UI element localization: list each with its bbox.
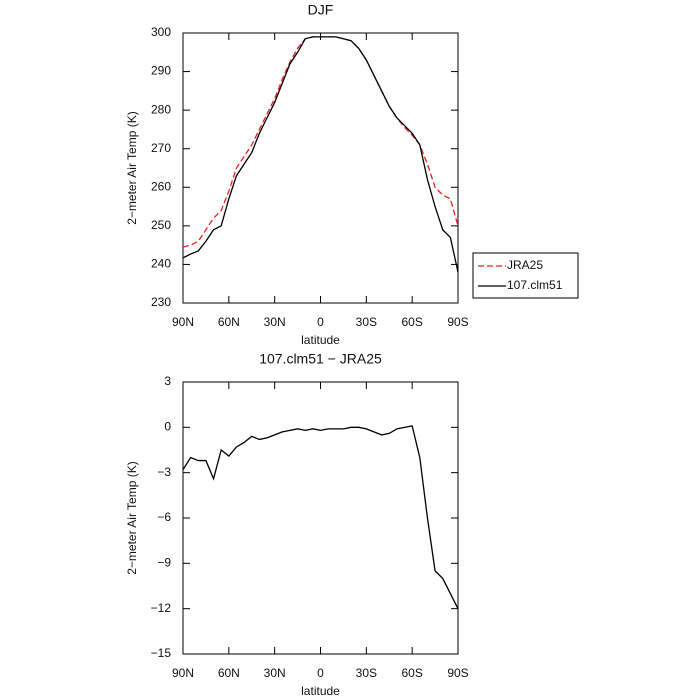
plot-frame [182,381,459,655]
plot-frame [182,32,459,304]
y-tick-label: 3 [164,374,171,388]
y-tick-label: −3 [157,465,171,479]
x-tick-label: 0 [317,666,324,680]
data-line [182,36,459,273]
y-tick-label: 280 [151,102,171,116]
y-tick-label: −15 [151,646,172,660]
x-tick-label: 90S [447,315,468,329]
x-axis-label: latitude [301,684,340,698]
x-tick-label: 30S [356,315,377,329]
y-tick-label: 270 [151,141,171,155]
x-axis-label: latitude [301,333,340,347]
chart-title: 107.clm51 − JRA25 [259,351,382,367]
y-axis-label: 2−meter Air Temp (K) [125,111,139,224]
legend-box [472,252,579,299]
x-tick-label: 30S [356,666,377,680]
y-tick-label: 260 [151,179,171,193]
legend-label: JRA25 [507,258,543,272]
legend-label: 107.clm51 [507,278,563,292]
x-tick-label: 60S [401,666,422,680]
chart-title: DJF [308,2,334,18]
x-tick-label: 90S [447,666,468,680]
y-tick-label: −12 [151,601,172,615]
y-axis-label: 2−meter Air Temp (K) [125,461,139,574]
x-tick-label: 90N [172,666,194,680]
y-tick-label: 0 [164,420,171,434]
x-tick-label: 60N [218,666,240,680]
x-tick-label: 90N [172,315,194,329]
x-tick-label: 30N [264,315,286,329]
x-tick-label: 60N [218,315,240,329]
y-tick-label: −6 [157,510,171,524]
y-tick-label: −9 [157,556,171,570]
y-tick-label: 290 [151,64,171,78]
x-tick-label: 0 [317,315,324,329]
data-line [182,425,459,609]
y-tick-label: 300 [151,25,171,39]
y-tick-label: 230 [151,295,171,309]
y-tick-label: 250 [151,218,171,232]
x-tick-label: 30N [264,666,286,680]
y-tick-label: 240 [151,257,171,271]
x-tick-label: 60S [401,315,422,329]
